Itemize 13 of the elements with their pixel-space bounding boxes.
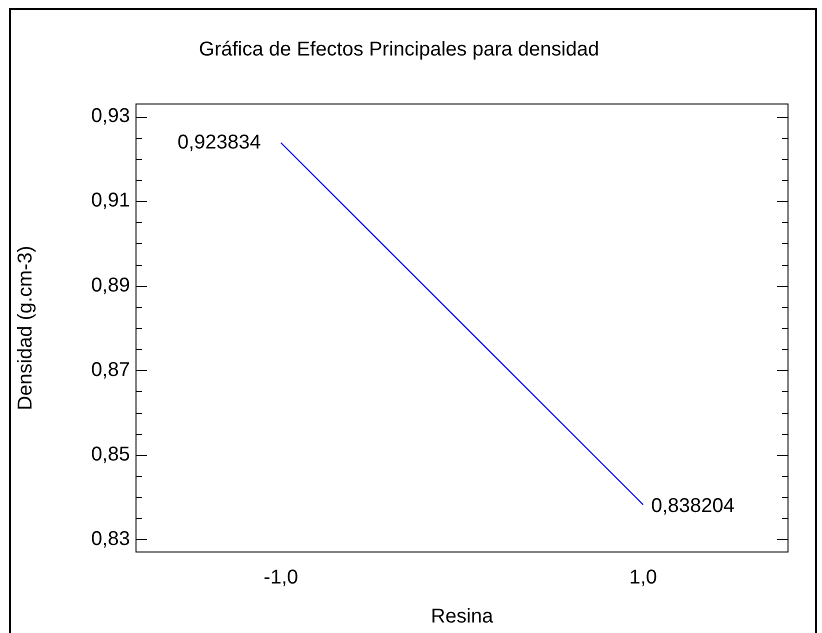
y-tick-label: 0,91 [91, 190, 130, 212]
x-tick-label: 1,0 [629, 566, 658, 589]
y-axis-title: Densidad (g.cm-3) [14, 246, 37, 410]
y-tick-label: 0,87 [91, 358, 130, 381]
y-tick-label: 0,85 [91, 443, 130, 466]
x-tick-label: -1,0 [264, 566, 298, 589]
chart-title: Gráfica de Efectos Principales para densidad [198, 38, 600, 61]
y-tick-label: 0,83 [91, 528, 130, 550]
x-axis-title: Resina [430, 606, 494, 628]
data-label: 0,923834 [177, 131, 261, 154]
y-tick-label: 0,89 [91, 274, 130, 296]
y-tick-label: 0,93 [91, 105, 130, 128]
data-label: 0,838204 [651, 495, 735, 518]
